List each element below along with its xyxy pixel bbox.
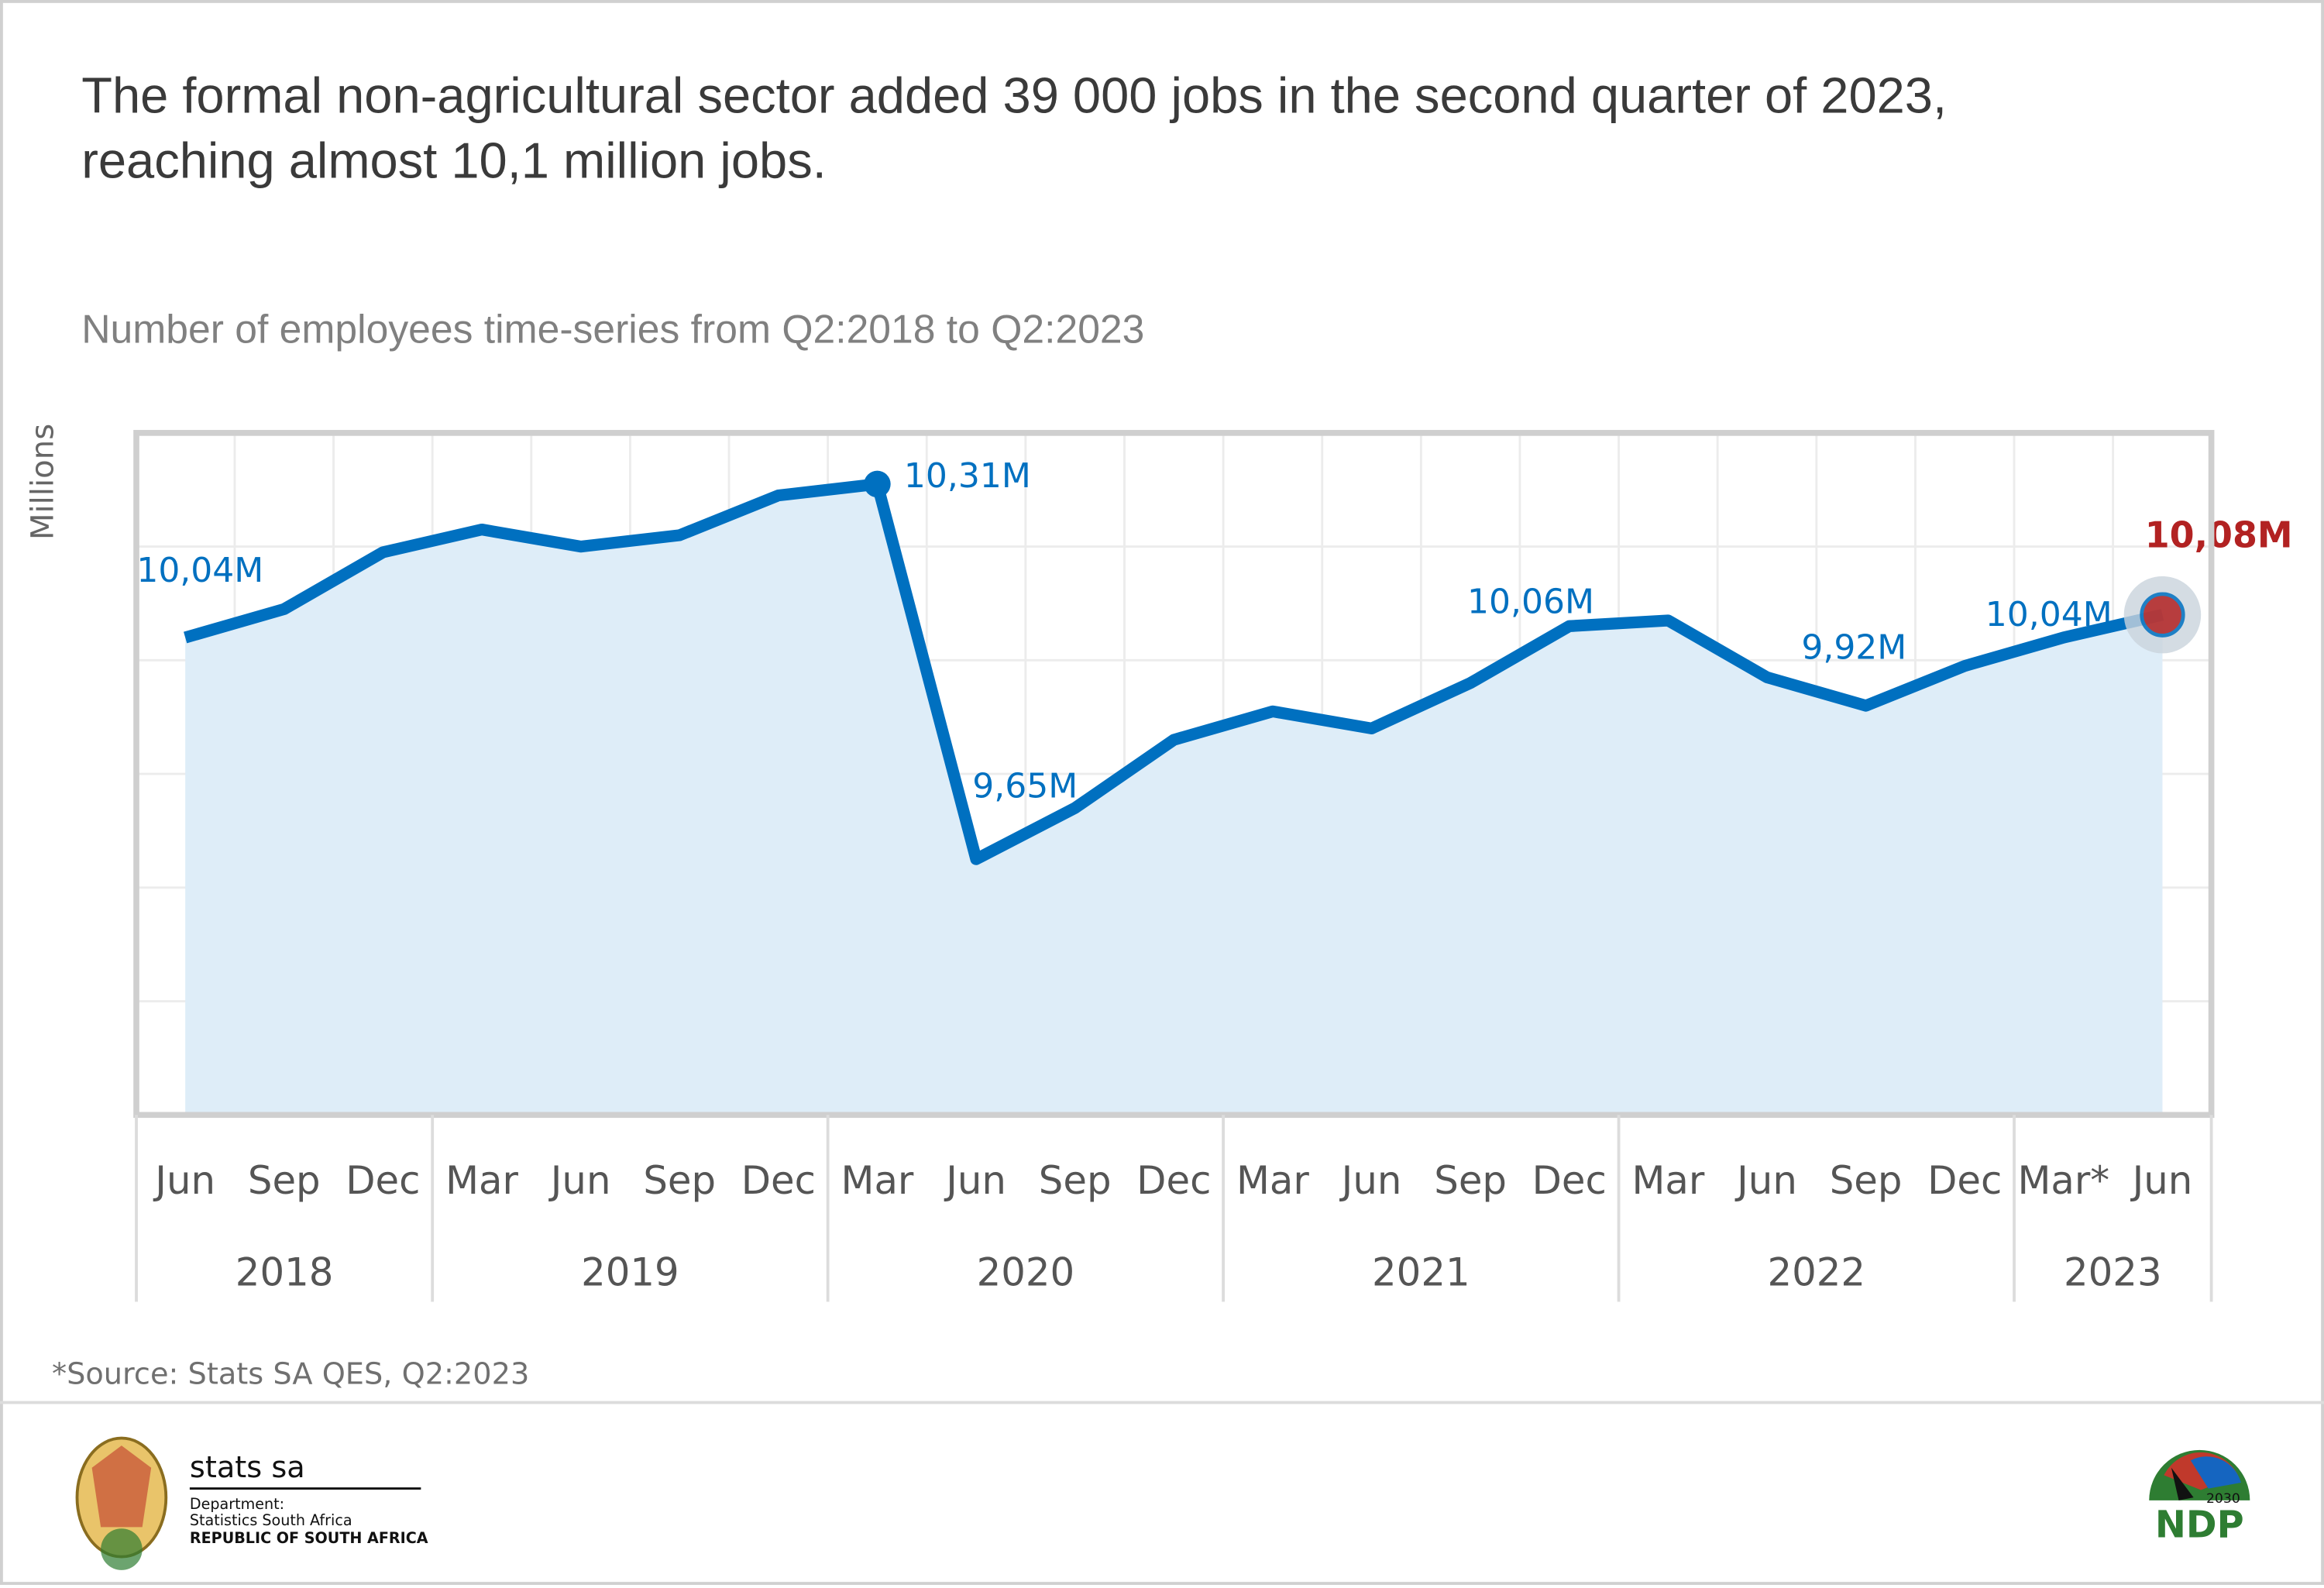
x-tick-label: Mar	[1631, 1158, 1704, 1203]
ndp-year: 2030	[2206, 1491, 2240, 1507]
y-axis-label: Millions	[25, 424, 60, 540]
x-tick-label: Jun	[944, 1158, 1006, 1203]
x-tick-label: Dec	[346, 1158, 420, 1203]
x-tick-label: Mar	[1236, 1158, 1309, 1203]
x-tick-label: Dec	[1927, 1158, 2002, 1203]
x-tick-label: Dec	[1532, 1158, 1607, 1203]
line	[184, 478, 2164, 865]
data-label: 9,65M	[972, 766, 1078, 806]
data-label: 9,92M	[1801, 627, 1906, 667]
x-tick-label: Sep	[1039, 1158, 1112, 1203]
x-tick-label: Mar	[445, 1158, 518, 1203]
x-tick-label: Jun	[548, 1158, 611, 1203]
x-group-label: 2021	[1372, 1249, 1470, 1294]
x-tick-label: Sep	[643, 1158, 716, 1203]
x-tick-label: Jun	[153, 1158, 215, 1203]
title-line: The formal non-agricultural sector added…	[81, 67, 1947, 123]
x-group-label: 2019	[581, 1249, 679, 1294]
x-tick-label: Sep	[1434, 1158, 1507, 1203]
x-tick-label: Sep	[1830, 1158, 1903, 1203]
x-tick-label: Mar	[841, 1158, 914, 1203]
data-label: 10,04M	[136, 551, 263, 590]
coat-of-arms	[75, 1436, 168, 1570]
subtitle: Number of employees time-series from Q2:…	[81, 306, 1144, 351]
x-tick-label: Jun	[1734, 1158, 1797, 1203]
x-tick-label: Jun	[2130, 1158, 2193, 1203]
source: *Source: Stats SA QES, Q2:2023	[52, 1357, 529, 1392]
peak-marker	[864, 470, 891, 498]
x-group-label: 2020	[977, 1249, 1075, 1294]
x-tick-label: Jun	[1339, 1158, 1402, 1203]
plot: 10,04M 10,31M 9,65M 10,06M 9,92M 10,04M 10,08M…	[133, 430, 2293, 1302]
title-line: reaching almost 10,1 million jobs.	[81, 132, 827, 189]
data-label: 10,06M	[1467, 583, 1594, 622]
x-group-label: 2023	[2064, 1249, 2162, 1294]
ndp-logo	[2149, 1449, 2250, 1500]
data-label: 10,31M	[904, 456, 1031, 496]
x-tick-label: Dec	[1136, 1158, 1211, 1203]
x-tick-label: Mar*	[2017, 1158, 2109, 1203]
plot-border	[133, 430, 2215, 1119]
area	[185, 483, 2163, 1115]
ndp-text: NDP	[2155, 1504, 2244, 1546]
x-tick-label: Sep	[248, 1158, 321, 1203]
x-group-label: 2022	[1768, 1249, 1866, 1294]
highlight-marker	[2140, 592, 2185, 638]
country: REPUBLIC OF SOUTH AFRICA	[190, 1529, 428, 1547]
brand: stats sa	[190, 1450, 305, 1485]
department: Department:	[190, 1495, 284, 1513]
x-tick-label: Dec	[741, 1158, 816, 1203]
x-group-label: 2018	[235, 1249, 334, 1294]
data-label: 10,04M	[1985, 595, 2113, 634]
data-label: 10,08M	[2145, 514, 2293, 556]
org: Statistics South Africa	[190, 1511, 352, 1529]
